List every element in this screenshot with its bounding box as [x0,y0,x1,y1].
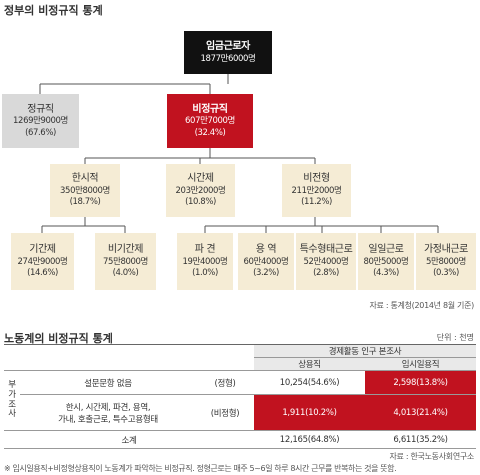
row-label: 설문문항 없음 [20,370,196,395]
header-survey: 경제활동 인구 본조사 [254,344,476,358]
node-value: 80만5000명 [363,256,409,267]
row-label: 한시, 시간제, 파견, 용역, 가내, 호출근로, 특수고용형태 [20,394,196,431]
node-pct: (18.7%) [69,197,101,208]
node-regular: 정규직 1269만9000명 (67.6%) [2,94,79,148]
row-type: (비정형) [196,394,254,431]
cell-regular: 10,254(54.6%) [254,370,365,395]
node-value: 607만7000명 [185,116,235,127]
total-temp: 6,611(35.2%) [365,430,476,449]
node-name: 비기간제 [107,244,144,256]
table-subheader-row: 상용직 임시일용직 [4,357,476,371]
node-pct: (10.8%) [185,197,216,208]
node-name: 파 견 [194,244,216,256]
node-pct: (3.2%) [253,268,279,279]
node-pct: (4.0%) [112,268,139,279]
footnote: ※ 임시일용직+비정형상용직이 노동계가 파악하는 비정규직. 정형근로는 매주… [4,464,397,473]
node-non-fixed: 비기간제 75만8000명 (4.0%) [95,233,156,290]
table-row-standard: 부 가 조 사 설문문항 없음 (정형) 10,254(54.6%) 2,598… [4,370,476,431]
node-name: 용 역 [255,244,277,256]
side-label: 부 가 조 사 [4,370,20,431]
node-value: 350만8000명 [60,185,110,196]
total-regular: 12,165(64.8%) [254,430,365,449]
node-domestic: 가정내근로 5만8000명 (0.3%) [416,233,476,290]
side-char: 부 [8,379,16,390]
total-label: 소계 [4,430,254,449]
row-type: (정형) [196,370,254,395]
node-pct: (0.3%) [433,268,459,279]
node-temporary: 한시적 350만8000명 (18.7%) [50,164,120,217]
node-value: 52만4000명 [303,256,349,267]
labor-stats-table: 경제활동 인구 본조사 상용직 임시일용직 부 가 조 사 설문문항 없음 (정… [4,344,476,449]
node-value: 211만2000명 [291,185,342,196]
table-title: 노동계의 비정규직 통계 [4,332,113,345]
node-name: 한시적 [71,173,99,185]
node-value: 5만8000명 [426,256,466,267]
node-pct: (67.6%) [25,127,56,138]
node-value: 75만8000명 [103,256,148,267]
node-name: 특수형태근로 [299,244,353,256]
node-parttime: 시간제 203만2000명 (10.8%) [166,164,235,217]
node-irregular: 비정규직 607만7000명 (32.4%) [167,94,253,148]
node-fixed-term: 기간제 274만9000명 (14.6%) [11,233,74,290]
node-name: 정규직 [27,103,54,115]
table-source: 자료 : 한국노동사회연구소 [389,452,474,461]
side-char: 사 [8,409,16,420]
node-name: 일일근로 [368,244,404,256]
chart-source: 자료 : 통계청(2014년 8월 기준) [369,301,475,310]
node-value: 19만4000명 [182,256,228,267]
node-name: 시간제 [187,173,214,185]
cell-regular: 1,911(10.2%) [254,394,365,431]
side-char: 가 [8,389,16,400]
node-name: 가정내근로 [423,244,468,256]
node-value: 203만2000명 [175,185,226,196]
node-special-employment: 특수형태근로 52만4000명 (2.8%) [296,233,356,290]
cell-temp: 4,013(21.4%) [365,394,476,431]
node-wage-workers: 임금근로자 1877만6000명 [184,31,272,74]
node-name: 임금근로자 [205,41,250,53]
node-value: 1269만9000명 [13,116,68,127]
node-value: 274만9000명 [17,256,68,267]
node-pct: (14.6%) [27,268,58,279]
node-name: 기간제 [29,244,56,256]
table-unit: 단위 : 천명 [436,333,474,342]
chart-title: 정부의 비정규직 통계 [4,4,103,17]
table-row-atypical: 한시, 시간제, 파견, 용역, 가내, 호출근로, 특수고용형태 (비정형) … [4,394,476,431]
table-corner [4,344,254,371]
node-pct: (1.0%) [192,268,218,279]
node-value: 1877만6000명 [200,53,256,64]
node-pct: (4.3%) [373,268,399,279]
node-pct: (32.4%) [194,127,226,138]
header-temp: 임시일용직 [365,357,476,371]
table-header-row: 경제활동 인구 본조사 [4,344,476,371]
node-pct: (11.2%) [301,197,332,208]
node-pct: (2.8%) [313,268,339,279]
node-value: 60만4000명 [243,256,289,267]
node-service: 용 역 60만4000명 (3.2%) [238,233,294,290]
connector-lines [39,74,439,233]
node-name: 비전형 [303,173,330,185]
header-regular: 상용직 [254,357,365,371]
node-daily: 일일근로 80만5000명 (4.3%) [358,233,414,290]
cell-temp: 2,598(13.8%) [365,370,476,395]
row-label-line1: 한시, 시간제, 파견, 용역, [65,402,151,413]
table-row-total: 소계 12,165(64.8%) 6,611(35.2%) [4,430,476,449]
node-atypical: 비전형 211만2000명 (11.2%) [282,164,351,217]
node-dispatch: 파 견 19만4000명 (1.0%) [177,233,233,290]
node-name: 비정규직 [192,103,228,115]
side-char: 조 [8,399,16,410]
row-label-line2: 가내, 호출근로, 특수고용형태 [58,414,158,425]
